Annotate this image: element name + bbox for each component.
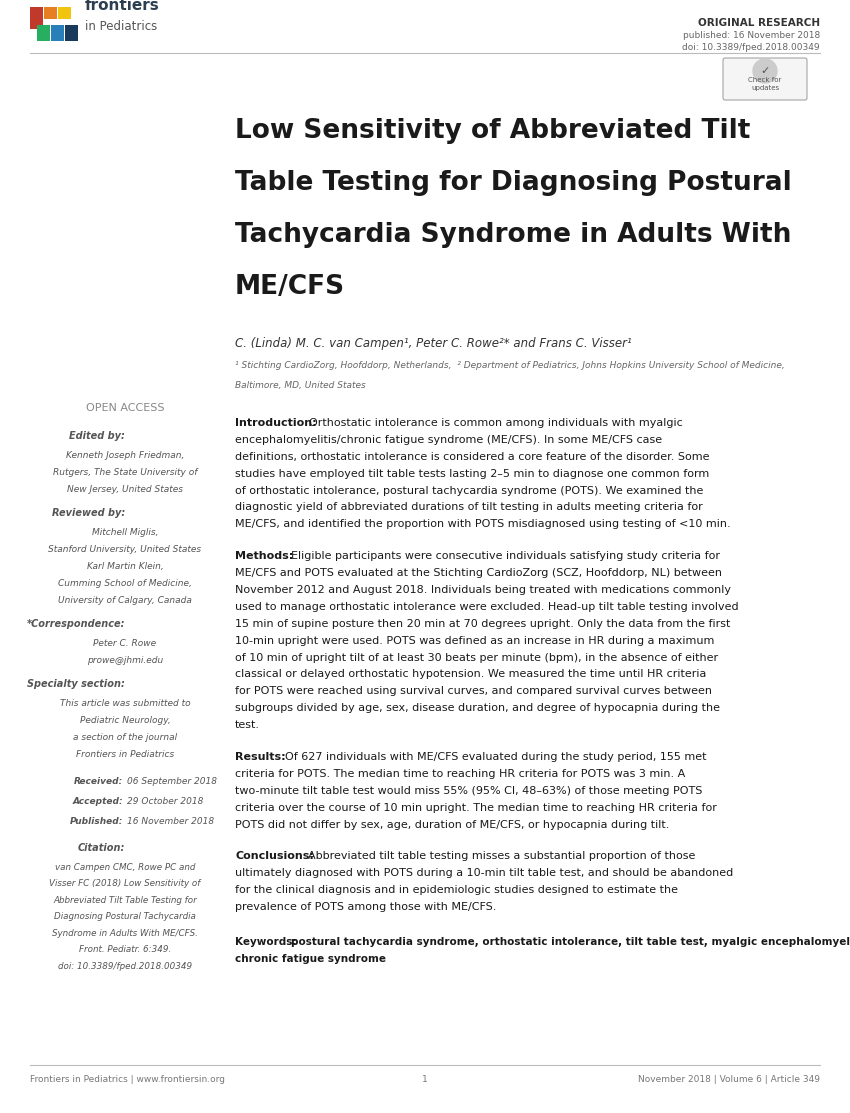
Text: criteria for POTS. The median time to reaching HR criteria for POTS was 3 min. A: criteria for POTS. The median time to re… [235, 769, 685, 779]
Text: doi: 10.3389/fped.2018.00349: doi: 10.3389/fped.2018.00349 [683, 43, 820, 52]
Text: ME/CFS: ME/CFS [235, 274, 345, 301]
Text: Introduction:: Introduction: [235, 418, 316, 429]
Text: doi: 10.3389/fped.2018.00349: doi: 10.3389/fped.2018.00349 [58, 962, 192, 971]
Text: Citation:: Citation: [77, 843, 125, 853]
Text: Abbreviated tilt table testing misses a substantial proportion of those: Abbreviated tilt table testing misses a … [308, 851, 695, 861]
Text: Specialty section:: Specialty section: [27, 679, 125, 689]
Text: published: 16 November 2018: published: 16 November 2018 [683, 31, 820, 40]
Text: 29 October 2018: 29 October 2018 [127, 797, 203, 806]
Text: POTS did not differ by sex, age, duration of ME/CFS, or hypocapnia during tilt.: POTS did not differ by sex, age, duratio… [235, 819, 670, 829]
Text: ¹ Stichting CardioZorg, Hoofddorp, Netherlands,  ² Department of Pediatrics, Joh: ¹ Stichting CardioZorg, Hoofddorp, Nethe… [235, 361, 785, 370]
Text: University of Calgary, Canada: University of Calgary, Canada [58, 595, 192, 605]
Text: van Campen CMC, Rowe PC and: van Campen CMC, Rowe PC and [54, 863, 196, 871]
Text: November 2018 | Volume 6 | Article 349: November 2018 | Volume 6 | Article 349 [638, 1075, 820, 1084]
Text: in Pediatrics: in Pediatrics [85, 20, 157, 33]
Text: Results:: Results: [235, 752, 286, 762]
Bar [58, 7, 71, 19]
Text: prowe@jhmi.edu: prowe@jhmi.edu [87, 656, 163, 664]
Text: 06 September 2018: 06 September 2018 [127, 777, 217, 786]
Bar [44, 7, 57, 19]
Text: Diagnosing Postural Tachycardia: Diagnosing Postural Tachycardia [54, 913, 196, 922]
Text: Conclusions:: Conclusions: [235, 851, 314, 861]
Text: criteria over the course of 10 min upright. The median time to reaching HR crite: criteria over the course of 10 min uprig… [235, 802, 717, 812]
Text: 15 min of supine posture then 20 min at 70 degrees upright. Only the data from t: 15 min of supine posture then 20 min at … [235, 619, 730, 629]
Text: Received:: Received: [74, 777, 123, 786]
Text: Of 627 individuals with ME/CFS evaluated during the study period, 155 met: Of 627 individuals with ME/CFS evaluated… [285, 752, 706, 762]
Text: Kenneth Joseph Friedman,: Kenneth Joseph Friedman, [65, 451, 184, 460]
Text: Syndrome in Adults With ME/CFS.: Syndrome in Adults With ME/CFS. [52, 929, 198, 938]
Bar [51, 24, 64, 41]
Text: of orthostatic intolerance, postural tachycardia syndrome (POTS). We examined th: of orthostatic intolerance, postural tac… [235, 485, 703, 495]
Text: Rutgers, The State University of: Rutgers, The State University of [53, 467, 197, 477]
Text: OPEN ACCESS: OPEN ACCESS [86, 403, 164, 413]
Text: prevalence of POTS among those with ME/CFS.: prevalence of POTS among those with ME/C… [235, 903, 496, 913]
Text: Visser FC (2018) Low Sensitivity of: Visser FC (2018) Low Sensitivity of [49, 879, 201, 888]
Text: C. (Linda) M. C. van Campen¹, Peter C. Rowe²* and Frans C. Visser¹: C. (Linda) M. C. van Campen¹, Peter C. R… [235, 337, 632, 349]
Bar [65, 24, 78, 41]
Text: subgroups divided by age, sex, disease duration, and degree of hypocapnia during: subgroups divided by age, sex, disease d… [235, 703, 720, 713]
Text: encephalomyelitis/chronic fatigue syndrome (ME/CFS). In some ME/CFS case: encephalomyelitis/chronic fatigue syndro… [235, 435, 662, 445]
Text: 1: 1 [422, 1075, 428, 1084]
Text: 10-min upright were used. POTS was defined as an increase in HR during a maximum: 10-min upright were used. POTS was defin… [235, 636, 714, 646]
Text: Accepted:: Accepted: [72, 797, 123, 806]
Text: ME/CFS and POTS evaluated at the Stichting CardioZorg (SCZ, Hoofddorp, NL) betwe: ME/CFS and POTS evaluated at the Stichti… [235, 568, 722, 578]
Text: Edited by:: Edited by: [69, 431, 125, 441]
Text: Keywords:: Keywords: [235, 937, 297, 947]
Text: a section of the journal: a section of the journal [73, 733, 177, 742]
Text: ✓: ✓ [760, 66, 770, 76]
Text: chronic fatigue syndrome: chronic fatigue syndrome [235, 954, 386, 964]
Text: Published:: Published: [70, 817, 123, 826]
Text: Pediatric Neurology,: Pediatric Neurology, [80, 716, 170, 725]
Text: two-minute tilt table test would miss 55% (95% CI, 48–63%) of those meeting POTS: two-minute tilt table test would miss 55… [235, 786, 702, 796]
Text: Stanford University, United States: Stanford University, United States [48, 545, 201, 554]
Text: used to manage orthostatic intolerance were excluded. Head-up tilt table testing: used to manage orthostatic intolerance w… [235, 602, 739, 612]
Bar [30, 7, 43, 29]
Text: Tachycardia Syndrome in Adults With: Tachycardia Syndrome in Adults With [235, 221, 791, 248]
Text: Methods:: Methods: [235, 551, 293, 561]
Text: Table Testing for Diagnosing Postural: Table Testing for Diagnosing Postural [235, 170, 791, 196]
Text: *Correspondence:: *Correspondence: [26, 619, 125, 629]
Text: Abbreviated Tilt Table Testing for: Abbreviated Tilt Table Testing for [53, 896, 197, 905]
Text: New Jersey, United States: New Jersey, United States [67, 485, 183, 494]
Text: Peter C. Rowe: Peter C. Rowe [94, 639, 156, 648]
Text: 16 November 2018: 16 November 2018 [127, 817, 214, 826]
Text: Reviewed by:: Reviewed by: [52, 508, 125, 518]
Text: This article was submitted to: This article was submitted to [60, 699, 190, 708]
Text: ultimately diagnosed with POTS during a 10-min tilt table test, and should be ab: ultimately diagnosed with POTS during a … [235, 868, 734, 878]
Circle shape [753, 59, 777, 83]
Text: Low Sensitivity of Abbreviated Tilt: Low Sensitivity of Abbreviated Tilt [235, 118, 751, 144]
Text: frontiers: frontiers [85, 0, 160, 13]
Bar [37, 24, 50, 41]
Text: ORIGINAL RESEARCH: ORIGINAL RESEARCH [698, 18, 820, 28]
Text: studies have employed tilt table tests lasting 2–5 min to diagnose one common fo: studies have employed tilt table tests l… [235, 469, 709, 479]
Text: Karl Martin Klein,: Karl Martin Klein, [87, 562, 163, 571]
Text: diagnostic yield of abbreviated durations of tilt testing in adults meeting crit: diagnostic yield of abbreviated duration… [235, 502, 703, 512]
Text: Frontiers in Pediatrics | www.frontiersin.org: Frontiers in Pediatrics | www.frontiersi… [30, 1075, 225, 1084]
Text: Check for
updates: Check for updates [748, 78, 782, 91]
Text: ME/CFS, and identified the proportion with POTS misdiagnosed using testing of <1: ME/CFS, and identified the proportion wi… [235, 520, 731, 530]
Text: Baltimore, MD, United States: Baltimore, MD, United States [235, 381, 366, 390]
Text: Front. Pediatr. 6:349.: Front. Pediatr. 6:349. [79, 946, 171, 955]
Text: test.: test. [235, 720, 260, 730]
Text: Eligible participants were consecutive individuals satisfying study criteria for: Eligible participants were consecutive i… [291, 551, 720, 561]
Text: postural tachycardia syndrome, orthostatic intolerance, tilt table test, myalgic: postural tachycardia syndrome, orthostat… [291, 937, 850, 947]
Text: Frontiers in Pediatrics: Frontiers in Pediatrics [76, 750, 174, 759]
Text: Mitchell Miglis,: Mitchell Miglis, [92, 528, 158, 536]
Text: Cumming School of Medicine,: Cumming School of Medicine, [58, 579, 192, 588]
Text: for the clinical diagnosis and in epidemiologic studies designed to estimate the: for the clinical diagnosis and in epidem… [235, 885, 678, 895]
Text: of 10 min of upright tilt of at least 30 beats per minute (bpm), in the absence : of 10 min of upright tilt of at least 30… [235, 652, 718, 662]
FancyBboxPatch shape [723, 58, 807, 100]
Text: for POTS were reached using survival curves, and compared survival curves betwee: for POTS were reached using survival cur… [235, 687, 712, 697]
Text: definitions, orthostatic intolerance is considered a core feature of the disorde: definitions, orthostatic intolerance is … [235, 452, 710, 462]
Text: Orthostatic intolerance is common among individuals with myalgic: Orthostatic intolerance is common among … [309, 418, 683, 429]
Text: classical or delayed orthostatic hypotension. We measured the time until HR crit: classical or delayed orthostatic hypoten… [235, 669, 706, 679]
Text: November 2012 and August 2018. Individuals being treated with medications common: November 2012 and August 2018. Individua… [235, 585, 731, 595]
